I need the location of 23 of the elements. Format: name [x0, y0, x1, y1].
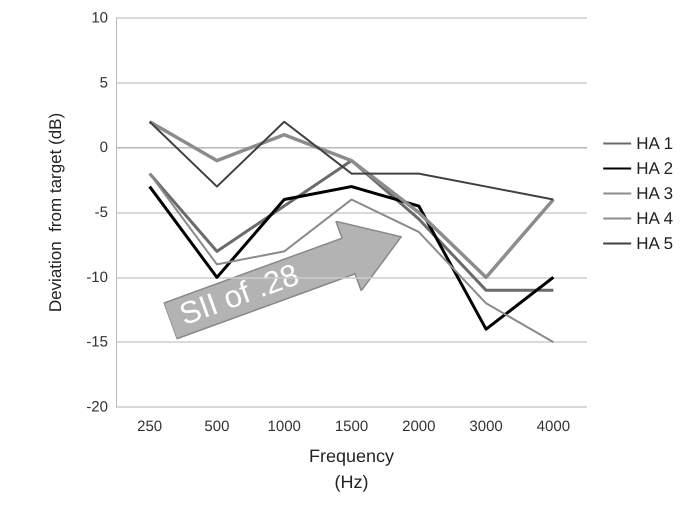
annotation: SII of .28	[174, 256, 304, 334]
legend-label: HA 3	[636, 184, 674, 203]
y-axis-title: Deviation from target (dB)	[46, 112, 65, 312]
x-tick-label: 3000	[469, 418, 503, 435]
legend-label: HA 5	[636, 234, 674, 253]
x-tick-label: 500	[204, 418, 230, 435]
y-tick-label: -10	[86, 268, 108, 286]
x-tick-label: 1000	[268, 418, 301, 435]
x-tick-label: 1500	[334, 418, 368, 435]
y-tick-label: 5	[100, 74, 108, 92]
y-tick-label: -15	[86, 334, 108, 351]
line-series	[148, 120, 554, 201]
x-tick-label: 2000	[402, 418, 436, 435]
legend-label: HA 1	[636, 134, 674, 153]
x-tick-label: 250	[137, 418, 162, 435]
x-tick-label: 4000	[536, 418, 570, 435]
y-tick-label: -20	[86, 398, 108, 416]
x-axis-title: Frequency (Hz)	[308, 446, 394, 492]
y-tick-label: -5	[94, 204, 108, 221]
legend-label: HA 2	[636, 159, 674, 178]
y-tick-label: 10	[91, 10, 108, 26]
y-tick-label: 0	[100, 139, 108, 156]
legend-label: HA 4	[636, 209, 674, 228]
